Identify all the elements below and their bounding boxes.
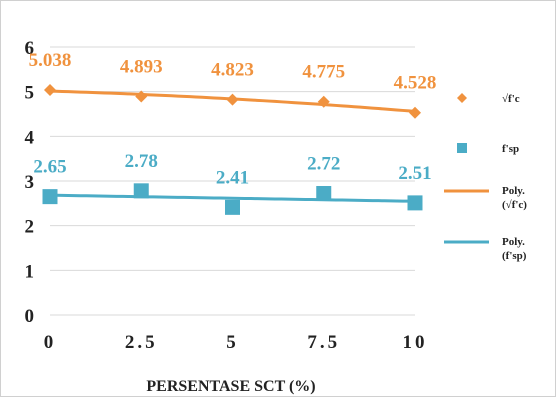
legend-marker-diamond — [457, 93, 467, 103]
y-tick-label: 2 — [25, 217, 35, 238]
data-label: 4.893 — [120, 56, 163, 77]
y-axis-ticks: 0 1 2 3 4 5 6 — [25, 38, 35, 327]
x-tick-label: 2.5 — [125, 332, 158, 353]
gridlines — [50, 46, 415, 316]
data-label: 2.41 — [216, 167, 249, 188]
trendline-2 — [49, 193, 416, 203]
legend-label: (√f'c) — [502, 199, 527, 211]
marker-diamond — [135, 90, 148, 103]
y-tick-label: 4 — [25, 127, 35, 148]
x-tick-label: 5 — [226, 332, 239, 353]
data-label: 4.823 — [211, 60, 254, 81]
y-tick-label: 0 — [25, 306, 35, 327]
y-tick-label: 5 — [25, 83, 35, 104]
legend-label: Poly. — [502, 236, 525, 248]
data-label: 5.038 — [29, 50, 72, 71]
legend: √f'c f'sp Poly. (√f'c) Poly. (f'sp) — [444, 93, 527, 262]
y-tick-label: 6 — [25, 38, 35, 59]
marker-square — [42, 189, 58, 205]
marker-square — [316, 186, 332, 202]
legend-label: √f'c — [502, 93, 520, 105]
x-axis-title: PERSENTASE SCT (%) — [146, 378, 315, 395]
data-label: 2.72 — [307, 154, 340, 175]
legend-label: Poly. — [502, 185, 525, 197]
x-tick-label: 10 — [403, 332, 428, 353]
marker-diamond — [409, 106, 421, 119]
x-tick-label: 0 — [44, 332, 57, 353]
x-axis-ticks: 0 2.5 5 7.5 10 — [44, 332, 428, 353]
marker-diamond — [44, 83, 56, 96]
legend-label: (f'sp) — [502, 250, 527, 262]
y-tick-label: 1 — [25, 261, 35, 282]
data-label: 4.528 — [394, 73, 437, 94]
marker-square — [133, 183, 149, 199]
marker-diamond — [317, 95, 330, 108]
marker-square — [225, 199, 240, 215]
legend-marker-square — [457, 143, 467, 153]
data-markers — [42, 83, 423, 215]
x-tick-label: 7.5 — [307, 332, 340, 353]
legend-label: f'sp — [502, 143, 519, 155]
marker-square — [407, 195, 423, 211]
y-tick-label: 3 — [25, 172, 35, 193]
data-labels: 5.038 4.893 4.823 4.775 4.528 2.65 2.78 2.41 2.7… — [29, 50, 437, 188]
data-label: 4.775 — [302, 62, 345, 83]
data-label: 2.78 — [125, 151, 158, 172]
data-label: 2.51 — [398, 163, 431, 184]
marker-diamond — [226, 93, 239, 106]
data-label: 2.65 — [33, 157, 66, 178]
